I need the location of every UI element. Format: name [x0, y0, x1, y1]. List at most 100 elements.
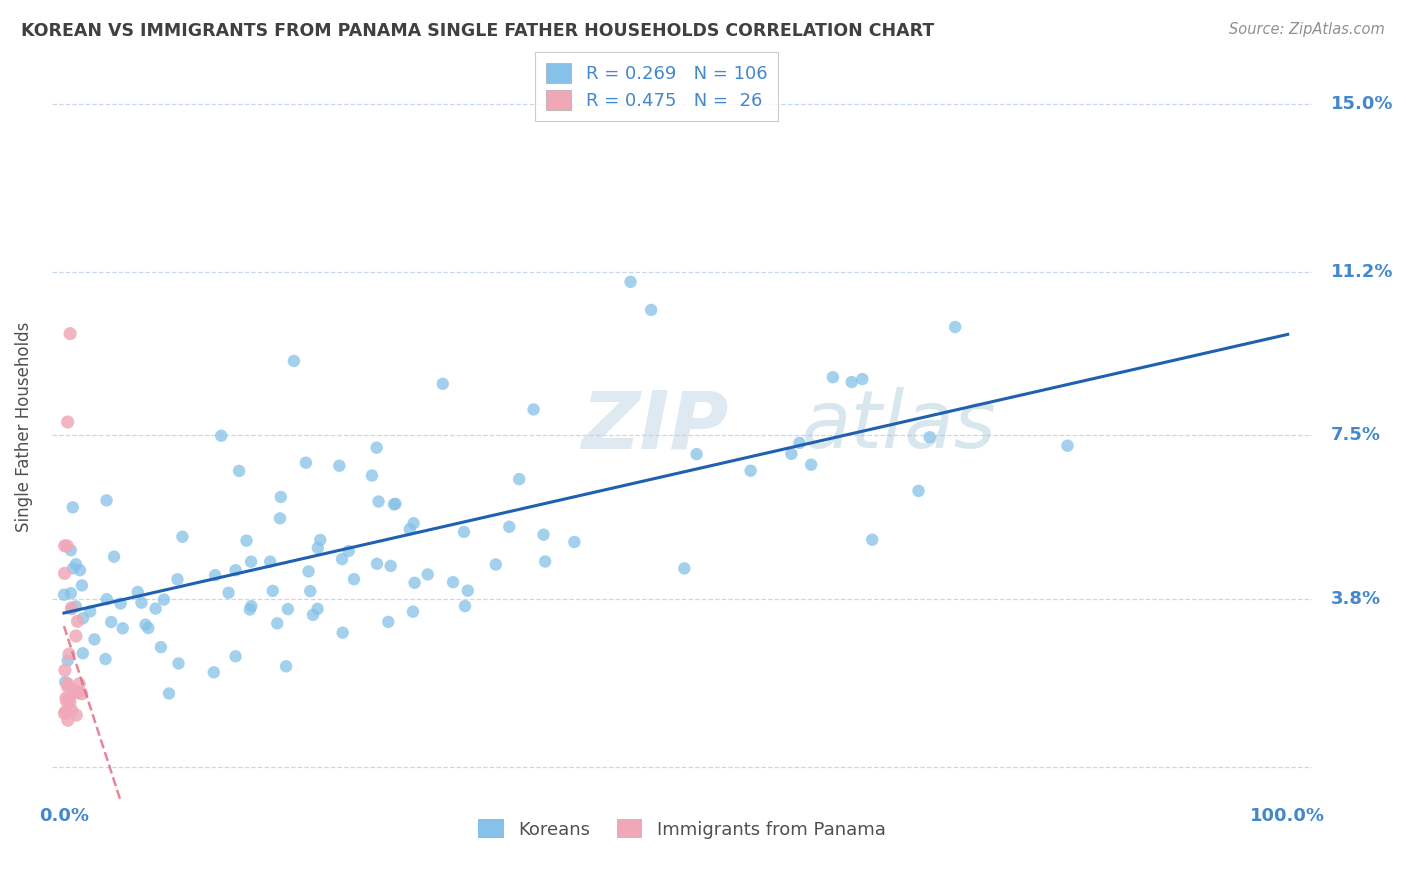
Point [100, 615, 122, 629]
Text: 3.8%: 3.8% [1331, 590, 1381, 607]
Point [157, 686, 180, 700]
Point [56, 676, 79, 690]
Point [780, 447, 803, 461]
Point [110, 597, 132, 611]
Point [138, 621, 160, 635]
Point [366, 557, 388, 571]
Point [330, 552, 353, 566]
Point [204, 568, 226, 582]
Point [103, 549, 125, 564]
Point [441, 575, 464, 590]
Point [907, 483, 929, 498]
Text: 15.0%: 15.0% [1331, 95, 1393, 112]
Point [94, 652, 117, 666]
Point [508, 472, 530, 486]
Text: 11.2%: 11.2% [1331, 263, 1393, 281]
Point [259, 555, 281, 569]
Point [673, 561, 696, 575]
Text: ZIP: ZIP [581, 387, 728, 466]
Point [56, 679, 79, 693]
Point [53, 566, 76, 581]
Point [380, 558, 402, 573]
Point [454, 599, 477, 614]
Point [166, 572, 188, 586]
Point [167, 657, 190, 671]
Point [640, 302, 662, 317]
Point [58, 647, 80, 661]
Point [821, 370, 844, 384]
Point [72, 646, 94, 660]
Point [367, 494, 389, 508]
Point [53, 539, 76, 553]
Legend: Koreans, Immigrants from Panama: Koreans, Immigrants from Panama [471, 812, 893, 846]
Point [111, 621, 134, 635]
Point [361, 468, 384, 483]
Point [564, 535, 586, 549]
Point [60, 703, 83, 717]
Point [228, 464, 250, 478]
Point [240, 599, 263, 613]
Y-axis label: Single Father Households: Single Father Households [15, 321, 32, 532]
Point [800, 458, 823, 472]
Point [53, 674, 76, 689]
Point [55, 694, 77, 708]
Point [266, 616, 288, 631]
Point [60, 600, 83, 615]
Point [69, 563, 91, 577]
Point [332, 625, 354, 640]
Point [62, 683, 84, 698]
Point [58, 690, 80, 705]
Point [274, 659, 297, 673]
Point [62, 500, 84, 515]
Point [498, 520, 520, 534]
Point [145, 601, 167, 615]
Point [62, 561, 84, 575]
Point [740, 464, 762, 478]
Point [485, 558, 508, 572]
Point [65, 599, 87, 614]
Point [328, 458, 350, 473]
Point [70, 578, 93, 592]
Point [297, 565, 319, 579]
Point [172, 530, 194, 544]
Point [79, 604, 101, 618]
Point [1056, 439, 1078, 453]
Point [66, 685, 89, 699]
Point [685, 447, 707, 461]
Point [56, 415, 79, 429]
Point [66, 615, 89, 629]
Point [860, 533, 883, 547]
Point [789, 436, 811, 450]
Point [96, 493, 118, 508]
Point [55, 705, 77, 719]
Point [56, 654, 79, 668]
Point [225, 563, 247, 577]
Point [59, 586, 82, 600]
Point [299, 584, 322, 599]
Point [209, 428, 232, 442]
Point [269, 511, 291, 525]
Text: Source: ZipAtlas.com: Source: ZipAtlas.com [1229, 22, 1385, 37]
Point [72, 611, 94, 625]
Point [851, 372, 873, 386]
Point [432, 376, 454, 391]
Point [522, 402, 544, 417]
Point [83, 632, 105, 647]
Point [402, 605, 425, 619]
Point [225, 649, 247, 664]
Point [534, 554, 557, 568]
Point [382, 497, 405, 511]
Point [283, 354, 305, 368]
Point [202, 665, 225, 680]
Point [67, 677, 90, 691]
Point [619, 275, 641, 289]
Point [416, 567, 439, 582]
Point [270, 490, 292, 504]
Point [337, 544, 360, 558]
Point [533, 527, 555, 541]
Point [404, 575, 426, 590]
Point [59, 543, 82, 558]
Point [262, 583, 284, 598]
Point [398, 522, 420, 536]
Point [307, 541, 329, 555]
